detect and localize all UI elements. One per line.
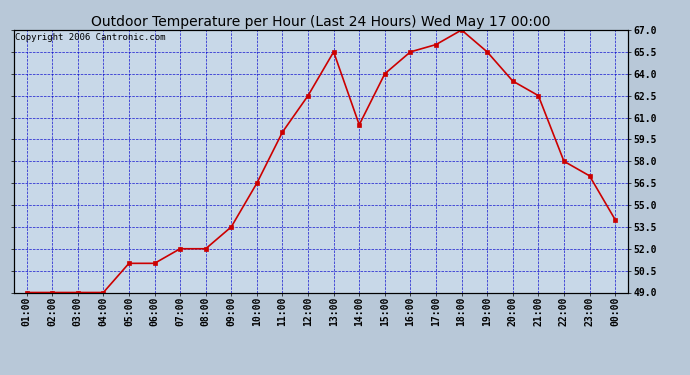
Text: Copyright 2006 Cantronic.com: Copyright 2006 Cantronic.com: [15, 33, 166, 42]
Title: Outdoor Temperature per Hour (Last 24 Hours) Wed May 17 00:00: Outdoor Temperature per Hour (Last 24 Ho…: [91, 15, 551, 29]
